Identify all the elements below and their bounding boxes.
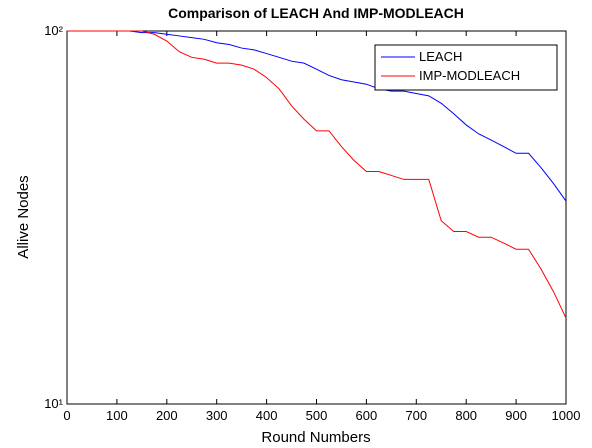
x-tick-label: 200	[156, 408, 178, 423]
x-tick-label: 300	[206, 408, 228, 423]
series-line	[67, 30, 567, 319]
x-tick-label: 500	[306, 408, 328, 423]
x-tick-label: 900	[505, 408, 527, 423]
x-tick-label: 600	[356, 408, 378, 423]
x-tick-label: 0	[63, 408, 70, 423]
y-tick-label: 10²	[44, 23, 63, 38]
x-tick-label: 800	[455, 408, 477, 423]
series-line	[67, 30, 567, 202]
x-tick-label: 100	[106, 408, 128, 423]
chart-title: Comparison of LEACH And IMP-MODLEACH	[168, 5, 464, 21]
legend-label: IMP-MODLEACH	[419, 68, 520, 83]
x-tick-label: 700	[405, 408, 427, 423]
y-axis-label: Allive Nodes	[15, 175, 32, 258]
legend-box	[374, 44, 558, 91]
plot-area	[66, 30, 567, 405]
x-axis-label: Round Numbers	[261, 429, 370, 446]
x-tick-label: 400	[256, 408, 278, 423]
legend-label: LEACH	[419, 49, 462, 64]
y-tick-label: 10¹	[44, 396, 63, 411]
x-tick-label: 1000	[552, 408, 581, 423]
